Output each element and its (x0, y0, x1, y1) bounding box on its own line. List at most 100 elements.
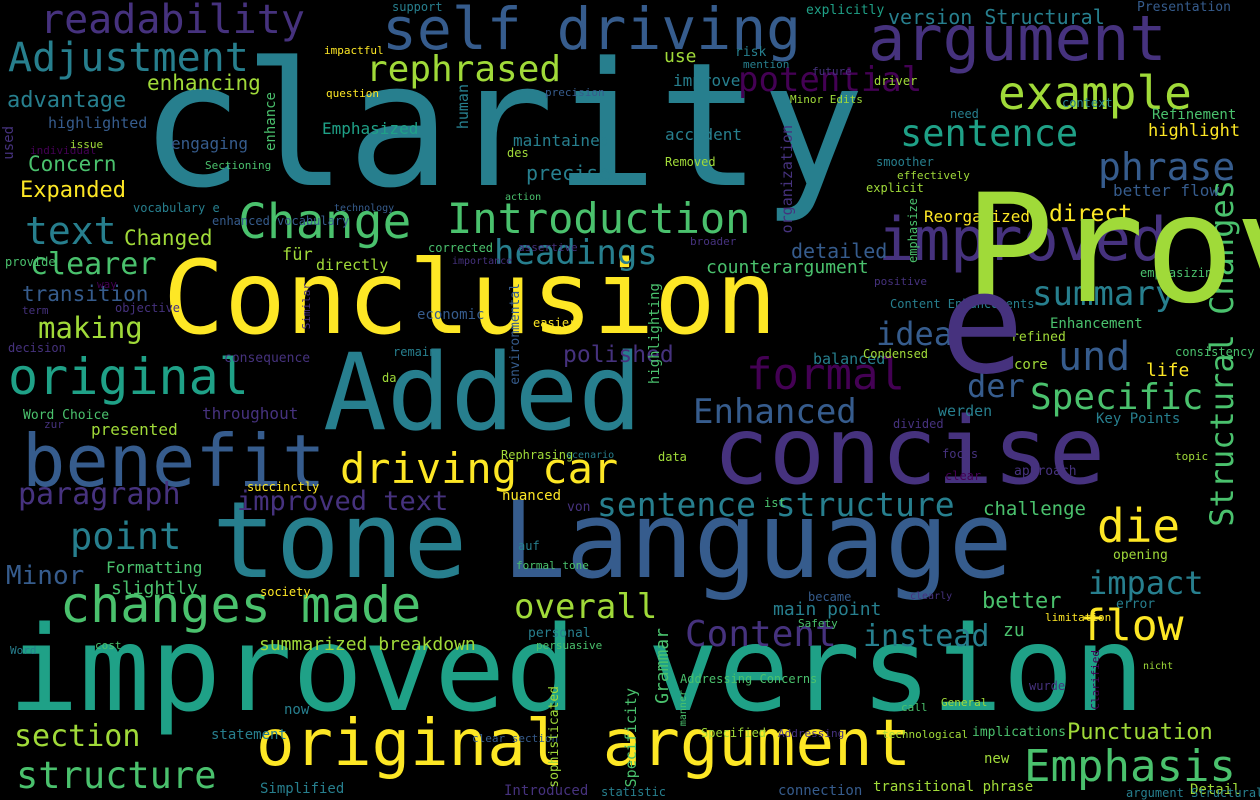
cloud-word: Presentation (1137, 0, 1231, 15)
cloud-word: vocabulary e (133, 201, 220, 215)
cloud-word: example (998, 66, 1192, 120)
cloud-word: rephrased (366, 49, 562, 90)
cloud-word: impactful (324, 44, 384, 57)
cloud-word: broader (690, 235, 737, 248)
cloud-word: clear (945, 469, 982, 483)
cloud-word: Concern (28, 152, 117, 176)
cloud-word: advantage (7, 88, 127, 113)
cloud-word: self driving (382, 0, 802, 63)
cloud-word: readability (40, 0, 305, 43)
cloud-word: Changed (124, 226, 213, 250)
cloud-word: precision (545, 86, 605, 99)
cloud-word: directly (316, 256, 389, 274)
cloud-word: maintained (513, 131, 610, 150)
cloud-word: throughout (202, 404, 299, 423)
cloud-word: sentence (900, 112, 1079, 155)
cloud-word: connection (778, 783, 863, 799)
cloud-word: Specific (1030, 377, 1204, 418)
cloud-word: Addressing (778, 727, 845, 740)
cloud-word: Specificity (622, 688, 640, 788)
cloud-word: General (941, 696, 988, 709)
cloud-word: Minor (6, 561, 85, 591)
cloud-word: risk (735, 45, 767, 60)
cloud-word: decision (8, 341, 66, 355)
cloud-word: Clarified (1089, 650, 1102, 710)
cloud-word: clearer (30, 247, 157, 282)
cloud-word: Formatting (106, 558, 203, 577)
cloud-word: provide (5, 255, 56, 269)
cloud-word: statement (211, 727, 287, 743)
cloud-word: context (1062, 96, 1113, 110)
cloud-word: importance (452, 256, 513, 267)
cloud-word: instead (863, 619, 990, 654)
cloud-word: Word (10, 644, 37, 657)
cloud-word: concise (713, 397, 1105, 505)
cloud-word: objective (115, 301, 181, 315)
cloud-word: Introduced (504, 783, 589, 799)
cloud-word: Minor Edits (790, 93, 863, 106)
cloud-word: manner (678, 690, 689, 727)
cloud-word: Simplified (260, 781, 345, 797)
cloud-word: Introduction (447, 194, 751, 243)
cloud-word: limitation (1045, 611, 1112, 624)
cloud-word: original (8, 348, 249, 406)
cloud-word: smoother (876, 155, 934, 169)
cloud-word: personal (528, 626, 591, 641)
cloud-word: balanced (813, 350, 886, 368)
cloud-word: presented (91, 420, 178, 439)
cloud-word: enhance (263, 92, 279, 152)
cloud-word: Conclusion (163, 239, 778, 358)
cloud-word: clear section (472, 732, 559, 745)
cloud-word: phrase (1098, 145, 1236, 189)
cloud-word: von (567, 500, 591, 515)
cloud-word: persuasive (536, 639, 603, 652)
cloud-word: driving car (340, 444, 619, 493)
cloud-word: impact (1088, 564, 1204, 602)
cloud-word: human (454, 84, 472, 130)
cloud-word: nuanced (502, 488, 562, 504)
cloud-word: transition (22, 282, 149, 306)
cloud-word: Detail (1190, 782, 1241, 798)
cloud-word: Expanded (20, 178, 126, 203)
cloud-word: Emphasized (322, 119, 419, 138)
cloud-word: point (70, 515, 182, 558)
cloud-word: Word Choice (23, 408, 110, 423)
cloud-word: scenario (566, 450, 615, 461)
cloud-word: data (658, 450, 687, 464)
cloud-word: structure (16, 754, 217, 797)
cloud-word: enhancing (147, 71, 261, 95)
cloud-word: Change (238, 194, 412, 250)
cloud-word: organization (778, 125, 796, 234)
cloud-word: support (392, 0, 443, 14)
cloud-word: Refinement (1152, 107, 1237, 123)
cloud-word: der (967, 367, 1025, 405)
cloud-word: positive (874, 275, 927, 288)
cloud-word: challenge (983, 498, 1086, 520)
cloud-word: Emphasis (1024, 741, 1236, 792)
cloud-word: now (284, 702, 310, 718)
cloud-word: better (982, 589, 1062, 614)
cloud-word: refined (1011, 330, 1066, 345)
cloud-word: summary (1032, 274, 1176, 314)
cloud-word: benefit (22, 419, 326, 503)
cloud-word: Grammar (652, 628, 673, 704)
cloud-word: divided (893, 417, 944, 431)
cloud-word: remain (393, 345, 437, 359)
cloud-word: driver (874, 74, 918, 88)
cloud-word: environmental (508, 283, 523, 385)
cloud-word: implications (972, 725, 1066, 740)
cloud-word: sentence structure (597, 485, 955, 524)
cloud-word: action (505, 192, 542, 203)
cloud-word: approach (1014, 464, 1077, 479)
cloud-word: die (1097, 499, 1181, 553)
cloud-word: focus (942, 447, 979, 461)
cloud-word: Language (502, 479, 1013, 602)
cloud-word: Reorganized (924, 207, 1030, 226)
cloud-word: way (97, 278, 117, 291)
cloud-word: mention (743, 58, 790, 71)
cloud-word: potential (738, 60, 923, 100)
cloud-word: assertive (518, 241, 578, 254)
cloud-word: new (984, 751, 1010, 767)
cloud-word: making (38, 311, 143, 345)
cloud-word: consequence (224, 351, 311, 366)
